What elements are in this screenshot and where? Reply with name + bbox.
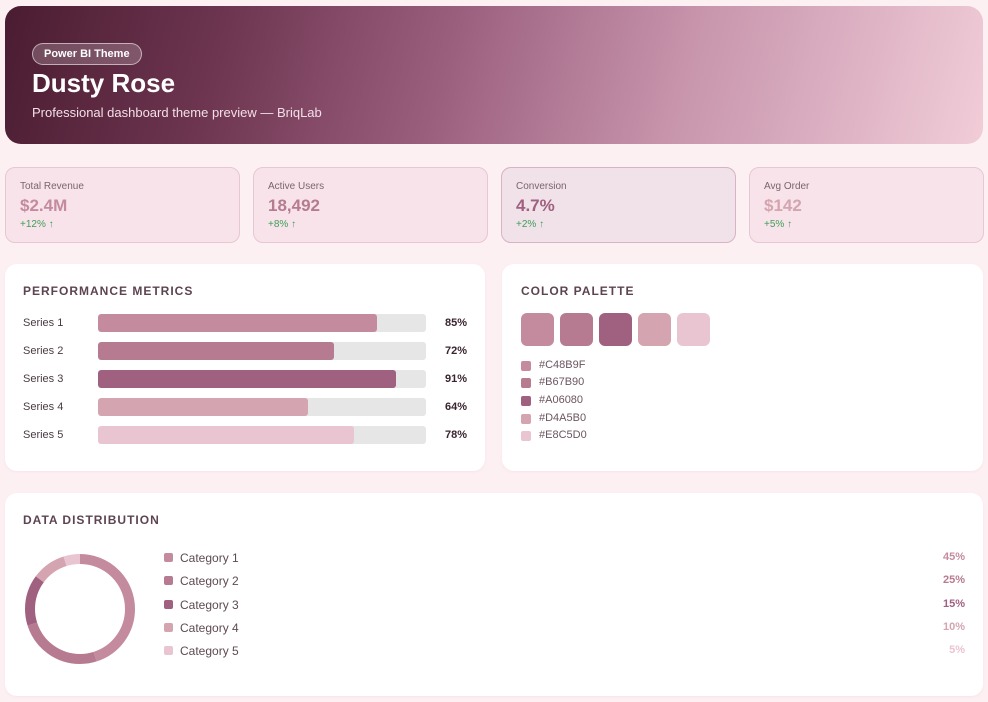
hex-dot: [521, 431, 531, 441]
bar-fill: [98, 370, 397, 388]
legend-swatch: [164, 576, 173, 585]
bar-track: [98, 370, 426, 388]
color-swatch[interactable]: [560, 313, 593, 346]
bar-fill: [98, 398, 308, 416]
page-subtitle: Professional dashboard theme preview — B…: [32, 105, 322, 120]
legend-item: Category 3 15%: [164, 597, 965, 613]
kpi-card-total-revenue[interactable]: Total Revenue $2.4M +12% ↑: [5, 167, 240, 243]
donut-chart: [25, 554, 135, 664]
kpi-change: +8% ↑: [268, 219, 297, 230]
legend-value: 15%: [942, 598, 965, 610]
kpi-label: Active Users: [268, 181, 325, 192]
kpi-change: +5% ↑: [764, 219, 793, 230]
bar-track: [98, 398, 426, 416]
bar-label: Series 1: [23, 317, 64, 329]
bar-fill: [98, 342, 335, 360]
bar-row: Series 3 91%: [23, 369, 467, 389]
hex-dot: [521, 414, 531, 424]
bar-label: Series 3: [23, 373, 64, 385]
bar-row: Series 4 64%: [23, 397, 467, 417]
legend-swatch: [164, 623, 173, 632]
bar-row: Series 2 72%: [23, 341, 467, 361]
hex-dot: [521, 378, 531, 388]
page-title: Dusty Rose: [32, 68, 176, 98]
hex-dot: [521, 361, 531, 371]
bar-track: [98, 426, 426, 444]
legend-swatch: [164, 600, 173, 609]
theme-badge: Power BI Theme: [32, 43, 142, 65]
legend-item: Category 5 5%: [164, 643, 965, 659]
bar-label: Series 5: [23, 429, 64, 441]
bar-fill: [98, 426, 354, 444]
card-title: Performance Metrics: [23, 284, 194, 298]
kpi-change: +2% ↑: [516, 219, 545, 230]
legend-value: 25%: [942, 574, 965, 586]
legend-label: Category 4: [180, 621, 239, 635]
hex-label: #D4A5B0: [539, 412, 587, 424]
bar-value: 78%: [444, 429, 467, 441]
legend-item: Category 4 10%: [164, 620, 965, 636]
kpi-value: 18,492: [268, 196, 320, 215]
legend-swatch: [164, 646, 173, 655]
color-swatch[interactable]: [599, 313, 632, 346]
legend-value: 10%: [942, 621, 965, 633]
bar-value: 91%: [444, 373, 467, 385]
color-palette-card: Color Palette #C48B9F #B67B90 #A06080 #D…: [502, 264, 983, 471]
performance-metrics-card: Performance Metrics Series 1 85% Series …: [5, 264, 485, 471]
data-distribution-card: Data Distribution Category 1 45% Categor…: [5, 493, 983, 696]
legend-label: Category 2: [180, 574, 239, 588]
legend-label: Category 5: [180, 644, 239, 658]
legend-item: Category 1 45%: [164, 550, 965, 566]
color-swatch[interactable]: [638, 313, 671, 346]
kpi-change: +12% ↑: [20, 219, 54, 230]
bar-value: 64%: [444, 401, 467, 413]
legend-swatch: [164, 553, 173, 562]
kpi-value: 4.7%: [516, 196, 555, 215]
donut-slice-3[interactable]: [25, 554, 135, 664]
kpi-label: Total Revenue: [20, 181, 84, 192]
bar-label: Series 2: [23, 345, 64, 357]
kpi-label: Conversion: [516, 181, 567, 192]
kpi-label: Avg Order: [764, 181, 810, 192]
kpi-card-conversion[interactable]: Conversion 4.7% +2% ↑: [501, 167, 736, 243]
bar-row: Series 1 85%: [23, 313, 467, 333]
hex-label: #C48B9F: [539, 359, 586, 371]
kpi-card-active-users[interactable]: Active Users 18,492 +8% ↑: [253, 167, 488, 243]
header-banner: Power BI Theme Dusty Rose Professional d…: [5, 6, 983, 144]
kpi-card-avg-order[interactable]: Avg Order $142 +5% ↑: [749, 167, 984, 243]
bar-track: [98, 342, 426, 360]
color-swatch[interactable]: [521, 313, 554, 346]
legend-item: Category 2 25%: [164, 573, 965, 589]
hex-label: #B67B90: [539, 376, 585, 388]
donut-slice-5[interactable]: [25, 554, 135, 664]
kpi-value: $142: [764, 196, 802, 215]
hex-label: #E8C5D0: [539, 429, 587, 441]
donut-slice-2[interactable]: [25, 554, 135, 664]
bar-label: Series 4: [23, 401, 64, 413]
card-title: Color Palette: [521, 284, 635, 298]
card-title: Data Distribution: [23, 513, 160, 527]
color-swatch[interactable]: [677, 313, 710, 346]
bar-row: Series 5 78%: [23, 425, 467, 445]
bar-value: 72%: [444, 345, 467, 357]
kpi-value: $2.4M: [20, 196, 68, 215]
legend-label: Category 1: [180, 551, 239, 565]
bar-value: 85%: [444, 317, 467, 329]
hex-dot: [521, 396, 531, 406]
legend-value: 5%: [949, 644, 965, 656]
legend-value: 45%: [942, 551, 965, 563]
bar-fill: [98, 314, 377, 332]
hex-label: #A06080: [539, 394, 584, 406]
bar-track: [98, 314, 426, 332]
legend-label: Category 3: [180, 598, 239, 612]
